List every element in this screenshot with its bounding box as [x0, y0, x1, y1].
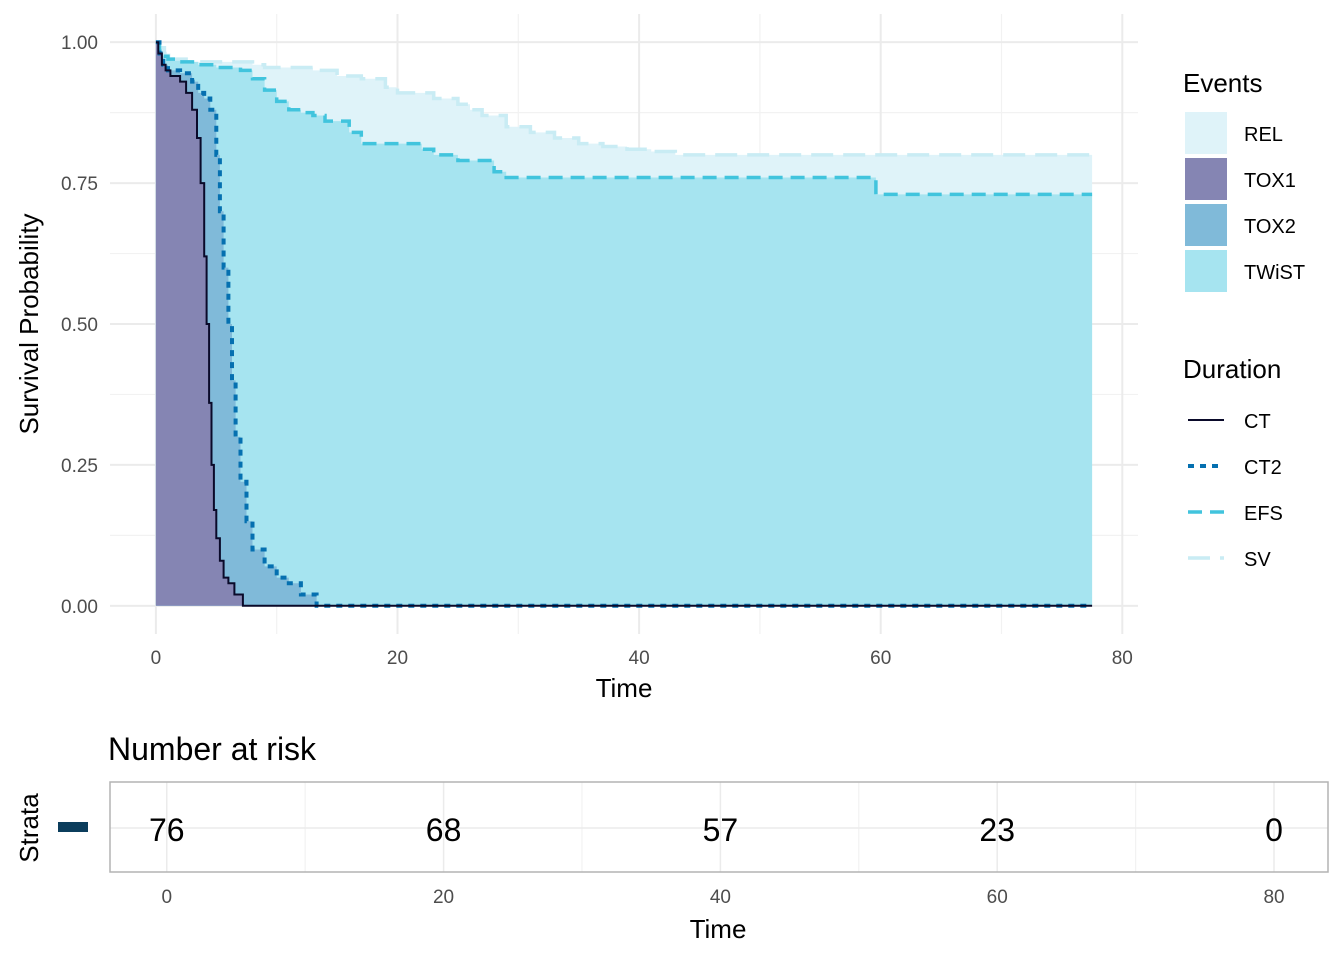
y-tick-label: 1.00 [61, 33, 98, 54]
main-axes: 0 20 40 60 80 0.00 0.25 0.50 0.75 1.00 [61, 33, 1133, 669]
risk-value: 23 [979, 812, 1015, 848]
legend-key-tox2 [1185, 204, 1227, 246]
risk-value: 68 [426, 812, 462, 848]
risk-x-tick-label: 80 [1263, 887, 1284, 908]
risk-table-title: Number at risk [108, 731, 317, 767]
legend-duration-title: Duration [1183, 354, 1281, 384]
legend-label-rel: REL [1244, 124, 1283, 146]
y-tick-label: 0.25 [61, 456, 98, 477]
legend-key-rel [1185, 112, 1227, 154]
survival-curves [155, 40, 1093, 608]
legend-key-tox1 [1185, 158, 1227, 200]
risk-value: 57 [703, 812, 739, 848]
risk-table: 76 0 68 20 57 40 23 60 0 80 [58, 781, 1329, 908]
y-tick-label: 0.00 [61, 597, 98, 618]
risk-x-tick-label: 60 [987, 887, 1008, 908]
main-y-axis-title: Survival Probability [14, 213, 44, 434]
legend-events: Events REL TOX1 TOX2 TWiST [1183, 68, 1305, 292]
legend-label-efs: EFS [1244, 503, 1283, 525]
legend-label-ct: CT [1244, 411, 1271, 433]
legend-label-twist: TWiST [1244, 262, 1305, 284]
line-ct [155, 41, 1093, 607]
main-x-axis-title: Time [596, 673, 653, 703]
risk-x-tick-label: 0 [161, 887, 172, 908]
line-ct2 [155, 40, 1093, 608]
risk-x-tick-label: 40 [710, 887, 731, 908]
area-ct2 [155, 42, 1093, 606]
legend-label-tox2: TOX2 [1244, 216, 1296, 238]
risk-value: 76 [149, 812, 185, 848]
x-tick-label: 40 [629, 648, 650, 669]
y-tick-label: 0.50 [61, 315, 98, 336]
legend-label-tox1: TOX1 [1244, 170, 1296, 192]
x-tick-label: 60 [870, 648, 891, 669]
x-tick-label: 20 [387, 648, 408, 669]
risk-x-axis-title: Time [690, 914, 747, 944]
x-tick-label: 0 [151, 648, 162, 669]
risk-table-border [109, 781, 1329, 873]
risk-table-strata-label: Strata [14, 793, 44, 863]
risk-x-tick-label: 20 [433, 887, 454, 908]
area-efs [155, 42, 1093, 606]
strata-marker [58, 822, 88, 832]
legend-label-ct2: CT2 [1244, 457, 1282, 479]
legend-events-title: Events [1183, 68, 1263, 98]
legend-duration: Duration CT CT2 EFS SV [1183, 354, 1283, 571]
risk-value: 0 [1265, 812, 1283, 848]
legend-key-twist [1185, 250, 1227, 292]
line-efs [155, 40, 1093, 197]
x-tick-label: 80 [1112, 648, 1133, 669]
y-tick-label: 0.75 [61, 174, 98, 195]
legend-label-sv: SV [1244, 549, 1271, 571]
